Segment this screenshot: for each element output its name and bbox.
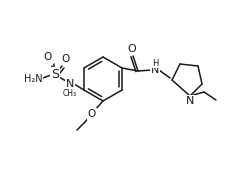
Text: N: N [186,96,194,106]
Text: N: N [66,79,74,89]
Text: S: S [51,68,59,81]
Text: O: O [44,52,52,62]
Text: O: O [128,44,136,54]
Text: CH₃: CH₃ [63,89,77,98]
Text: H: H [152,58,158,68]
Text: H₂N: H₂N [24,74,42,84]
Text: O: O [88,109,96,119]
Text: O: O [62,54,70,64]
Text: N: N [151,65,159,75]
